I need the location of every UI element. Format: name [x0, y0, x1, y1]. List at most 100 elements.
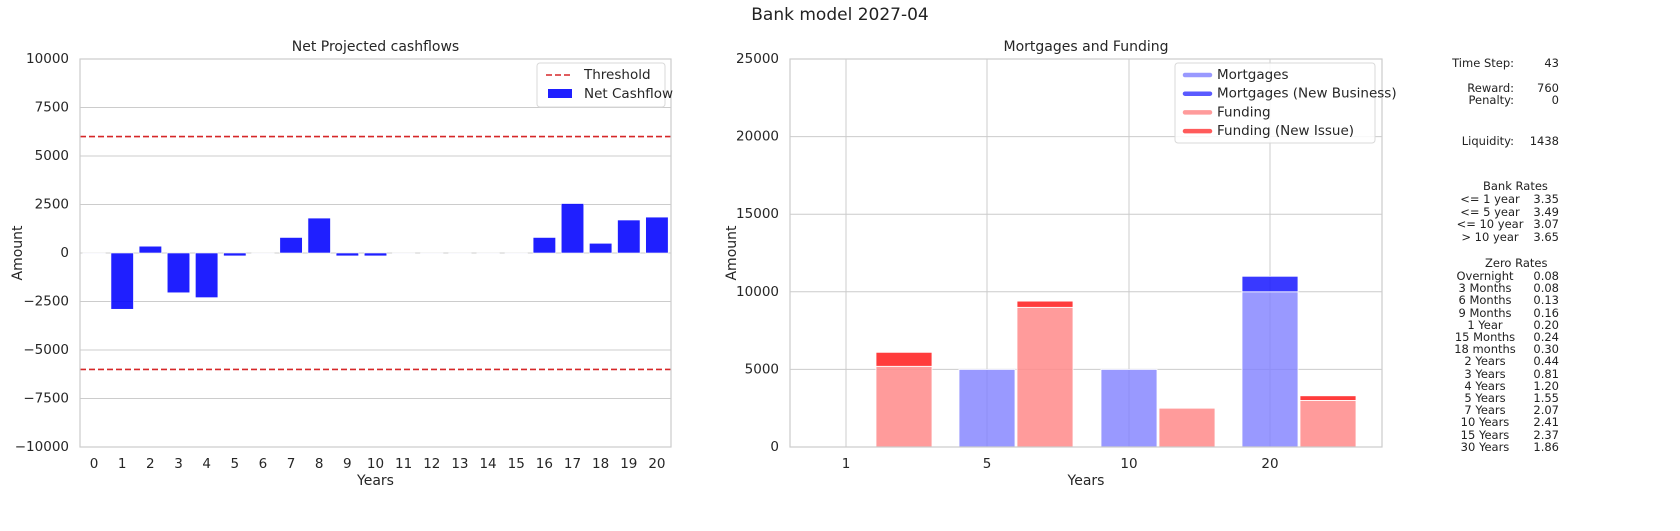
y-tick-label: 15000: [736, 206, 779, 222]
rate-value: 0.13: [1533, 293, 1559, 308]
rate-label: 5 Years: [1464, 391, 1506, 405]
x-tick-label: 11: [395, 456, 412, 472]
rate-label: Overnight: [1456, 269, 1514, 283]
figure-title: Bank model 2027-04: [751, 5, 929, 25]
mortgage-new-business-bar: [1241, 275, 1299, 293]
cashflow-bar: [617, 219, 641, 254]
x-tick-label: 3: [174, 456, 183, 472]
rate-label: 15 Months: [1454, 330, 1516, 344]
y-tick-label: 5000: [745, 361, 779, 377]
cashflow-bar: [589, 243, 613, 254]
cashflow-bar: [645, 216, 669, 254]
funding-bar: [1299, 400, 1357, 448]
time-step-value: 43: [1544, 56, 1559, 70]
rate-value: 0.08: [1533, 281, 1559, 296]
cashflow-bar: [392, 252, 416, 254]
rate-label: 4 Years: [1464, 378, 1506, 393]
rate-value: 2.07: [1533, 403, 1559, 418]
x-tick-label: 1: [842, 456, 851, 472]
y-axis-label: Amount: [10, 225, 26, 281]
side-panel: Time Step: 43 Reward: 760 Penalty: 0 Liq…: [1440, 0, 1565, 531]
rate-label: 7 Years: [1464, 403, 1506, 418]
funding-new-issue-bar: [1299, 395, 1357, 401]
cashflow-bar: [223, 252, 247, 257]
rate-value: 3.49: [1533, 204, 1559, 219]
y-tick-label: 20000: [736, 129, 779, 145]
x-tick-label: 7: [287, 456, 296, 472]
chart-title: Net Projected cashflows: [292, 39, 459, 55]
rate-value: 1.20: [1533, 378, 1559, 393]
rate-value: 1.55: [1533, 391, 1559, 405]
cashflow-bar: [251, 252, 275, 254]
cashflow-bar: [363, 252, 388, 257]
rate-value: 0.24: [1533, 330, 1559, 344]
y-tick-label: 7500: [35, 100, 69, 116]
x-tick-label: 8: [315, 456, 324, 472]
y-tick-label: 0: [770, 439, 779, 455]
chart-title: Mortgages and Funding: [1004, 39, 1169, 55]
y-tick-label: 5000: [35, 148, 69, 164]
rate-value: 0.30: [1533, 342, 1559, 357]
rate-label: 30 Years: [1460, 439, 1510, 454]
x-tick-label: 20: [1261, 456, 1278, 472]
rate-value: 3.65: [1533, 229, 1559, 244]
x-tick-label: 5: [230, 456, 239, 472]
legend-funding-new-issue-label: Funding (New Issue): [1217, 123, 1354, 139]
rate-value: 2.41: [1533, 415, 1559, 430]
time-step-label: Time Step:: [1452, 56, 1514, 70]
legend-cashflow-label: Net Cashflow: [584, 86, 673, 102]
plot-frame: [789, 58, 1383, 448]
cashflow-bar: [138, 245, 162, 254]
x-tick-label: 10: [1120, 456, 1137, 472]
cashflow-bar: [82, 252, 106, 254]
rate-label: 1 Year: [1467, 317, 1503, 332]
rate-label: <= 1 year: [1460, 192, 1520, 206]
funding-new-issue-bar: [1016, 300, 1074, 308]
funding-bar: [1016, 306, 1074, 448]
mortgage-bar: [1241, 291, 1299, 448]
x-tick-label: 0: [90, 456, 99, 472]
rate-label: 2 Years: [1464, 354, 1506, 369]
rate-label: 10 Years: [1460, 415, 1510, 430]
penalty-label: Penalty:: [1468, 93, 1514, 107]
mortgage-bar: [1100, 368, 1158, 448]
legend-mortgages-label: Mortgages: [1217, 67, 1289, 83]
x-tick-label: 15: [508, 456, 525, 472]
rate-label: 9 Months: [1458, 305, 1512, 320]
y-tick-label: −10000: [15, 439, 69, 455]
cashflow-bar: [166, 252, 191, 294]
cashflow-bar: [335, 252, 359, 257]
x-tick-label: 2: [146, 456, 155, 472]
x-tick-label: 6: [259, 456, 268, 472]
rate-label: > 10 year: [1461, 229, 1519, 244]
rate-value: 3.07: [1533, 217, 1559, 231]
rate-label: 3 Months: [1458, 281, 1512, 296]
cashflow-bar: [476, 252, 500, 254]
x-tick-label: 13: [451, 456, 468, 472]
cashflow-bar: [560, 203, 585, 254]
cashflow-bar: [448, 252, 472, 254]
rate-label: <= 10 year: [1456, 217, 1524, 231]
rate-label: <= 5 year: [1460, 204, 1520, 219]
x-tick-label: 12: [423, 456, 440, 472]
legend-threshold-label: Threshold: [583, 67, 651, 83]
cashflow-bar: [504, 252, 528, 254]
y-tick-label: −2500: [23, 294, 69, 310]
x-tick-label: 20: [648, 456, 665, 472]
x-tick-label: 19: [620, 456, 637, 472]
rate-value: 0.20: [1533, 317, 1559, 332]
x-tick-label: 18: [592, 456, 609, 472]
x-tick-label: 5: [983, 456, 992, 472]
legend-box: [1174, 62, 1376, 144]
y-tick-label: 25000: [736, 51, 779, 67]
x-tick-label: 4: [202, 456, 211, 472]
legend-cashflow-swatch: [548, 89, 572, 98]
rate-label: 18 months: [1454, 342, 1516, 357]
zero-rates-title: Zero Rates: [1485, 256, 1548, 270]
rate-label: 15 Years: [1460, 427, 1510, 442]
y-tick-label: 10000: [736, 284, 779, 300]
cashflow-bar: [307, 217, 331, 254]
y-axis-label: Amount: [724, 225, 740, 281]
